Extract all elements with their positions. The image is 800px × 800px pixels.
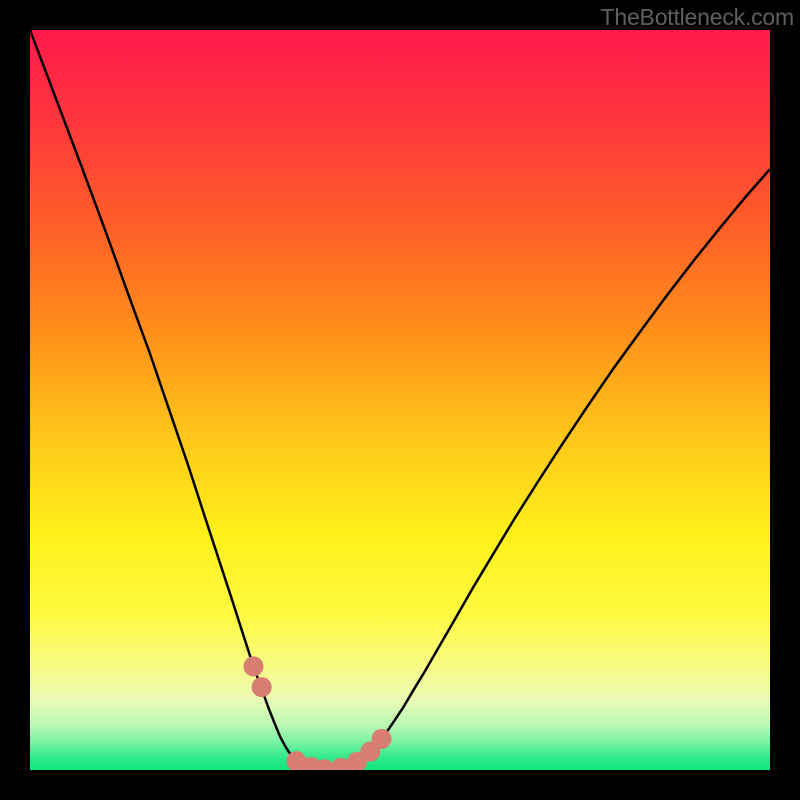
data-marker <box>372 729 392 749</box>
chart-container: { "meta": { "width": 800, "height": 800,… <box>0 0 800 800</box>
chart-svg <box>0 0 800 800</box>
data-marker <box>243 656 263 676</box>
data-marker <box>252 677 272 697</box>
plot-background <box>30 30 770 770</box>
